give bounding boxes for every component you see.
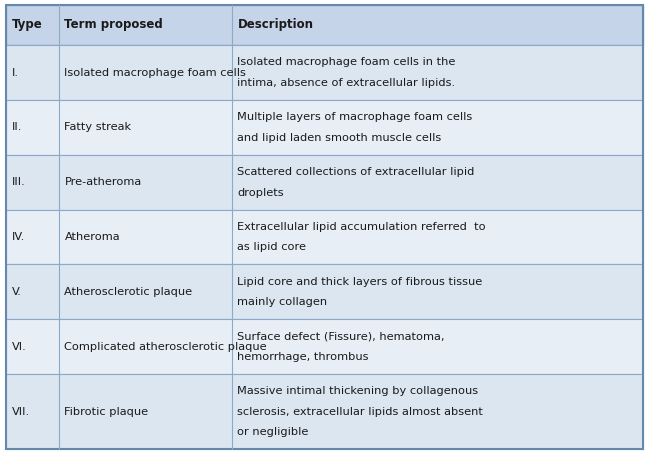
- Text: mainly collagen: mainly collagen: [238, 297, 328, 307]
- Bar: [6, 155, 643, 210]
- Text: Isolated macrophage foam cells: Isolated macrophage foam cells: [64, 68, 247, 78]
- Text: Lipid core and thick layers of fibrous tissue: Lipid core and thick layers of fibrous t…: [238, 276, 483, 286]
- Text: Atheroma: Atheroma: [64, 232, 120, 242]
- Text: Type: Type: [12, 18, 42, 31]
- Text: hemorrhage, thrombus: hemorrhage, thrombus: [238, 352, 369, 362]
- Text: and lipid laden smooth muscle cells: and lipid laden smooth muscle cells: [238, 133, 442, 143]
- Bar: [6, 210, 643, 264]
- Text: or negligible: or negligible: [238, 427, 309, 437]
- Text: Description: Description: [238, 18, 313, 31]
- Text: Fibrotic plaque: Fibrotic plaque: [64, 407, 149, 417]
- Text: I.: I.: [12, 68, 19, 78]
- Bar: [6, 5, 643, 45]
- Text: Pre-atheroma: Pre-atheroma: [64, 177, 141, 187]
- Bar: [6, 264, 643, 319]
- Text: Complicated atherosclerotic plaque: Complicated atherosclerotic plaque: [64, 342, 267, 352]
- Bar: [6, 319, 643, 374]
- Text: V.: V.: [12, 287, 21, 297]
- Text: Term proposed: Term proposed: [64, 18, 163, 31]
- Text: III.: III.: [12, 177, 25, 187]
- Text: Fatty streak: Fatty streak: [64, 123, 132, 133]
- Text: sclerosis, extracellular lipids almost absent: sclerosis, extracellular lipids almost a…: [238, 407, 484, 417]
- Text: Isolated macrophage foam cells in the: Isolated macrophage foam cells in the: [238, 57, 456, 67]
- Bar: [6, 100, 643, 155]
- Text: droplets: droplets: [238, 188, 284, 197]
- Text: VI.: VI.: [12, 342, 27, 352]
- Text: Massive intimal thickening by collagenous: Massive intimal thickening by collagenou…: [238, 386, 478, 396]
- Text: intima, absence of extracellular lipids.: intima, absence of extracellular lipids.: [238, 78, 456, 88]
- Bar: [6, 45, 643, 100]
- Text: Extracellular lipid accumulation referred  to: Extracellular lipid accumulation referre…: [238, 222, 486, 232]
- Text: as lipid core: as lipid core: [238, 242, 306, 252]
- Text: Scattered collections of extracellular lipid: Scattered collections of extracellular l…: [238, 167, 475, 177]
- Text: Surface defect (Fissure), hematoma,: Surface defect (Fissure), hematoma,: [238, 331, 445, 341]
- Text: Multiple layers of macrophage foam cells: Multiple layers of macrophage foam cells: [238, 112, 472, 122]
- Text: VII.: VII.: [12, 407, 30, 417]
- Text: II.: II.: [12, 123, 22, 133]
- Text: Atherosclerotic plaque: Atherosclerotic plaque: [64, 287, 193, 297]
- Text: IV.: IV.: [12, 232, 25, 242]
- Bar: [6, 374, 643, 449]
